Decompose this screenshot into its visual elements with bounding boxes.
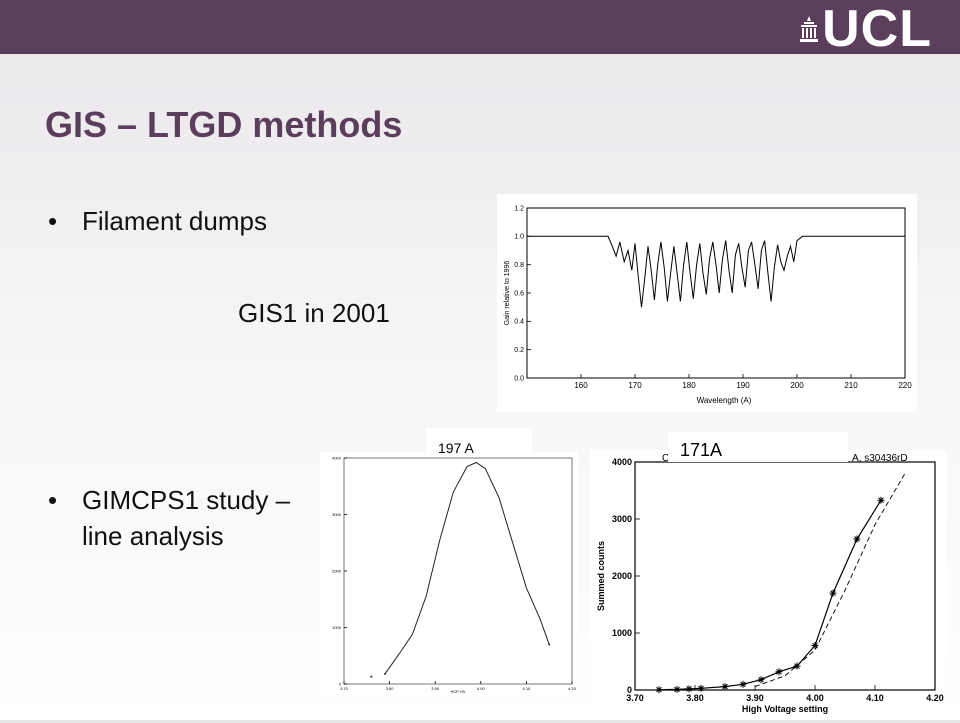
counts-point <box>757 676 765 684</box>
y-tick-label: 0 <box>627 685 632 695</box>
y-tick-label: 4000 <box>332 455 342 460</box>
curve-197-point <box>548 643 551 646</box>
x-tick-label: 220 <box>898 381 912 390</box>
plot-frame <box>526 207 906 379</box>
counts-point <box>673 685 681 693</box>
y-tick-label: 4000 <box>612 457 632 467</box>
ucl-logo-text: UCL <box>822 0 932 58</box>
x-axis-label: Wavelength (A) <box>697 396 752 405</box>
header-right-text: A, s30436rD <box>852 453 908 464</box>
x-axis-label: HCP HV <box>450 689 465 694</box>
header-banner <box>0 0 960 54</box>
y-axis-label: Summed counts <box>596 541 606 611</box>
curve-171-chart: 3.70 3.80 3.90 4.00 4.10 4.20 0 1000 2000 3000 400… <box>596 453 944 714</box>
counts-point <box>853 535 861 543</box>
axis-ticks: 3.70 3.80 3.90 4.00 4.10 4.20 0 1000 2000 3000 400… <box>332 455 577 691</box>
curve-197-panel: 3.70 3.80 3.90 4.00 4.10 4.20 0 1000 2000 3000 400… <box>320 452 578 696</box>
y-tick-label: 0.8 <box>514 262 524 269</box>
counts-point <box>685 685 693 693</box>
x-tick-label: 4.10 <box>866 693 884 703</box>
x-tick-label: 3.90 <box>431 686 440 691</box>
x-tick-label: 4.00 <box>806 693 824 703</box>
counts-point <box>877 496 885 504</box>
y-axis-label: Gain relative to 1996 <box>504 261 511 326</box>
fit-dashed-line <box>754 473 906 688</box>
ucl-logo: UCL <box>798 0 932 58</box>
counts-point <box>739 680 747 688</box>
x-tick-label: 4.00 <box>477 686 486 691</box>
y-tick-label: 3000 <box>612 514 632 524</box>
x-tick-label: 210 <box>844 381 858 390</box>
curve-197-line <box>384 461 550 675</box>
counts-point <box>811 642 819 650</box>
slide-title: GIS – LTGD methods <box>45 104 403 145</box>
x-tick-label: 3.70 <box>626 693 644 703</box>
gain-series-line <box>527 235 905 308</box>
y-tick-label: 2000 <box>612 571 632 581</box>
curve-197-points <box>370 643 551 678</box>
label-171-box: 171A <box>668 432 848 462</box>
x-tick-label: 170 <box>628 381 642 390</box>
y-tick-label: 0.6 <box>514 290 524 297</box>
axis-ticks: 160 170 180 190 200 210 220 0.0 0.2 0.4 0.6 0.8 1.0 1… <box>514 205 912 390</box>
portico-icon <box>800 16 819 42</box>
x-tick-label: 3.80 <box>386 686 395 691</box>
x-tick-label: 3.70 <box>340 686 349 691</box>
label-171: 171A <box>680 440 723 460</box>
counts-point <box>655 686 663 694</box>
y-tick-label: 0.4 <box>514 319 524 326</box>
counts-points <box>655 496 885 694</box>
counts-point <box>829 589 837 597</box>
filament-chart-panel: 160 170 180 190 200 210 220 0.0 0.2 0.4 0.6 0.8 1.0 1… <box>497 194 917 412</box>
y-tick-label: 0 <box>339 681 342 686</box>
curve-197-point <box>370 675 373 678</box>
bullet-text: Filament dumps <box>82 206 267 236</box>
bullet-item: • Filament dumps <box>48 206 267 237</box>
bullet-item: • GIMCPS1 study – <box>48 485 291 516</box>
filament-gain-chart: 160 170 180 190 200 210 220 0.0 0.2 0.4 0.6 0.8 1.0 1… <box>504 205 912 405</box>
x-tick-label: 200 <box>790 381 804 390</box>
chart-caption: GIS1 in 2001 <box>238 298 390 328</box>
x-tick-label: 160 <box>574 381 588 390</box>
counts-point <box>793 662 801 670</box>
x-tick-label: 4.10 <box>523 686 532 691</box>
y-tick-label: 0.2 <box>514 347 524 354</box>
x-tick-label: 4.20 <box>926 693 944 703</box>
y-tick-label: 1.0 <box>514 234 524 241</box>
x-tick-label: 180 <box>682 381 696 390</box>
bullet-text: GIMCPS1 study – <box>82 485 291 515</box>
curve-197-chart: 3.70 3.80 3.90 4.00 4.10 4.20 0 1000 2000 3000 400… <box>332 455 577 694</box>
curve-171-panel: 3.70 3.80 3.90 4.00 4.10 4.20 0 1000 2000 3000 400… <box>590 450 947 718</box>
axis-ticks: 3.70 3.80 3.90 4.00 4.10 4.20 0 1000 2000 3000 400… <box>612 457 944 703</box>
counts-point <box>775 668 783 676</box>
bullet-dot: • <box>48 206 58 236</box>
plot-frame <box>343 457 573 685</box>
header-left-text: C <box>662 453 669 464</box>
y-tick-label: 1000 <box>332 625 342 630</box>
x-tick-label: 3.90 <box>746 693 764 703</box>
curve-197-point <box>384 672 387 675</box>
label-197: 197 A <box>438 440 474 456</box>
counts-point <box>721 683 729 691</box>
y-tick-label: 1.2 <box>514 205 524 212</box>
x-axis-label: High Voltage setting <box>742 704 828 714</box>
plot-frame <box>634 461 936 691</box>
x-tick-label: 190 <box>736 381 750 390</box>
label-197-box: 197 A <box>426 428 532 456</box>
y-tick-label: 0.0 <box>514 375 524 382</box>
x-tick-label: 4.20 <box>568 686 577 691</box>
x-tick-label: 3.80 <box>686 693 704 703</box>
y-tick-label: 1000 <box>612 628 632 638</box>
y-tick-label: 2000 <box>332 568 342 573</box>
bullet-dot: • <box>48 485 58 515</box>
bullet-continuation: line analysis <box>82 521 224 551</box>
counts-point <box>697 684 705 692</box>
counts-series-line <box>658 499 882 691</box>
y-tick-label: 3000 <box>332 512 342 517</box>
